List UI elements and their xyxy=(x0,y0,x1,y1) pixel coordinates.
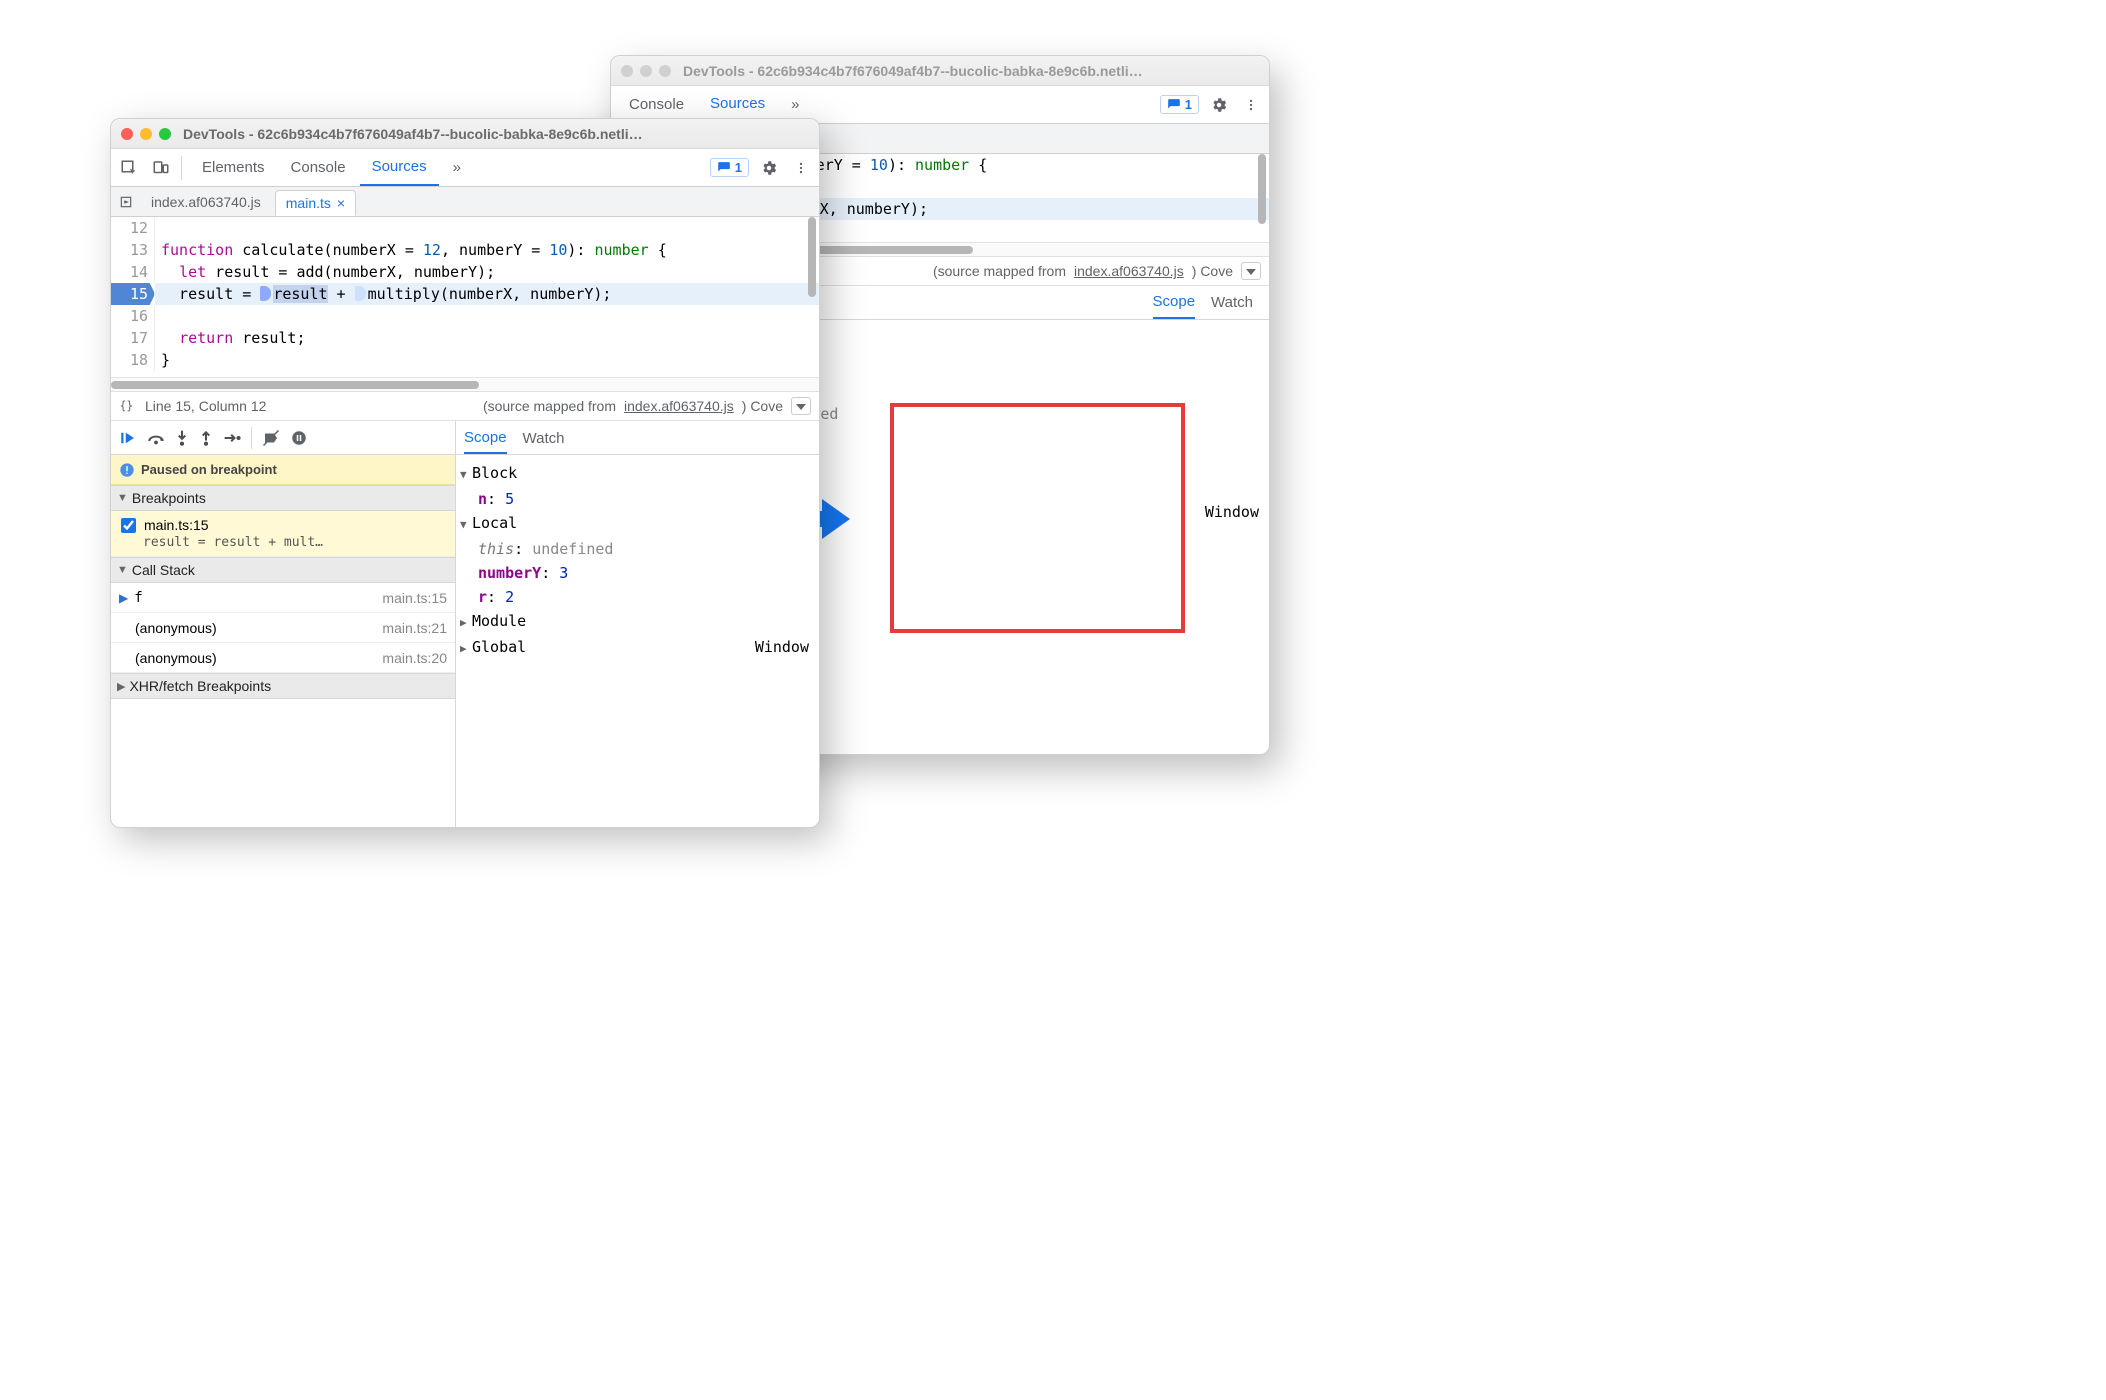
breakpoint-checkbox[interactable] xyxy=(121,518,136,533)
close-tab-icon[interactable]: × xyxy=(337,195,345,211)
inspect-icon[interactable] xyxy=(117,156,141,180)
main-toolbar: Elements Console Sources » 1 xyxy=(111,149,819,187)
titlebar: DevTools - 62c6b934c4b7f676049af4b7--buc… xyxy=(611,56,1269,86)
tab-overflow[interactable]: » xyxy=(441,149,473,186)
zoom-icon[interactable] xyxy=(659,65,671,77)
stack-frame[interactable]: (anonymous) main.ts:21 xyxy=(111,613,455,643)
breakpoints-header[interactable]: ▼Breakpoints xyxy=(111,485,455,511)
scrollbar-vertical[interactable] xyxy=(1255,154,1269,242)
resume-icon[interactable] xyxy=(119,429,137,447)
zoom-icon[interactable] xyxy=(159,128,171,140)
minimize-icon[interactable] xyxy=(640,65,652,77)
scope-tab[interactable]: Scope xyxy=(1153,287,1196,319)
code-editor[interactable]: 12 13function calculate(numberX = 12, nu… xyxy=(111,217,819,377)
coverage-icon[interactable] xyxy=(791,397,811,415)
file-tab-main[interactable]: main.ts × xyxy=(275,190,356,216)
step-out-icon[interactable] xyxy=(199,429,213,447)
traffic-lights[interactable] xyxy=(621,65,671,77)
device-icon[interactable] xyxy=(149,156,173,180)
close-icon[interactable] xyxy=(121,128,133,140)
file-tabs: index.af063740.js main.ts × xyxy=(111,187,819,217)
traffic-lights[interactable] xyxy=(121,128,171,140)
xhr-header[interactable]: ▶XHR/fetch Breakpoints xyxy=(111,673,455,699)
gear-icon[interactable] xyxy=(757,156,781,180)
navigator-icon[interactable] xyxy=(115,190,137,214)
gear-icon[interactable] xyxy=(1207,93,1231,117)
scrollbar-horizontal[interactable] xyxy=(111,377,819,391)
kebab-icon[interactable] xyxy=(1239,93,1263,117)
devtools-window-front: DevTools - 62c6b934c4b7f676049af4b7--buc… xyxy=(110,118,820,828)
pause-exceptions-icon[interactable] xyxy=(290,429,308,447)
watch-tab[interactable]: Watch xyxy=(523,423,565,454)
source-map-link[interactable]: index.af063740.js xyxy=(624,398,734,414)
step-icon[interactable] xyxy=(223,431,241,445)
kebab-icon[interactable] xyxy=(789,156,813,180)
tab-elements[interactable]: Elements xyxy=(190,149,277,186)
file-tab-compiled[interactable]: index.af063740.js xyxy=(141,190,271,214)
minimize-icon[interactable] xyxy=(140,128,152,140)
tab-console[interactable]: Console xyxy=(279,149,358,186)
scope-tree[interactable]: ▼Block n: 5 ▼Local this: undefined numbe… xyxy=(456,455,819,667)
stack-frame[interactable]: ▶f main.ts:15 xyxy=(111,583,455,613)
scope-tabs: Scope Watch xyxy=(456,423,819,455)
paused-banner: Paused on breakpoint xyxy=(111,455,455,485)
callstack-header[interactable]: ▼Call Stack xyxy=(111,557,455,583)
scrollbar-vertical[interactable] xyxy=(805,217,819,377)
step-over-icon[interactable] xyxy=(147,430,165,446)
window-title: DevTools - 62c6b934c4b7f676049af4b7--buc… xyxy=(183,126,643,142)
issues-badge[interactable]: 1 xyxy=(1160,95,1199,114)
breakpoint-entry[interactable]: main.ts:15 result = result + mult… xyxy=(111,511,455,557)
window-title: DevTools - 62c6b934c4b7f676049af4b7--buc… xyxy=(683,63,1143,79)
issues-badge[interactable]: 1 xyxy=(710,158,749,177)
debugger-toolbar xyxy=(111,421,455,455)
watch-tab[interactable]: Watch xyxy=(1211,287,1253,319)
source-map-link[interactable]: index.af063740.js xyxy=(1074,263,1184,279)
svg-text:{}: {} xyxy=(120,400,133,413)
pretty-print-icon[interactable]: {} xyxy=(119,399,137,413)
step-into-icon[interactable] xyxy=(175,429,189,447)
tab-sources[interactable]: Sources xyxy=(360,149,439,186)
scope-tab[interactable]: Scope xyxy=(464,423,507,454)
close-icon[interactable] xyxy=(621,65,633,77)
deactivate-bp-icon[interactable] xyxy=(262,429,280,447)
titlebar: DevTools - 62c6b934c4b7f676049af4b7--buc… xyxy=(111,119,819,149)
status-line: {} Line 15, Column 12 (source mapped fro… xyxy=(111,391,819,421)
coverage-icon[interactable] xyxy=(1241,262,1261,280)
stack-frame[interactable]: (anonymous) main.ts:20 xyxy=(111,643,455,673)
